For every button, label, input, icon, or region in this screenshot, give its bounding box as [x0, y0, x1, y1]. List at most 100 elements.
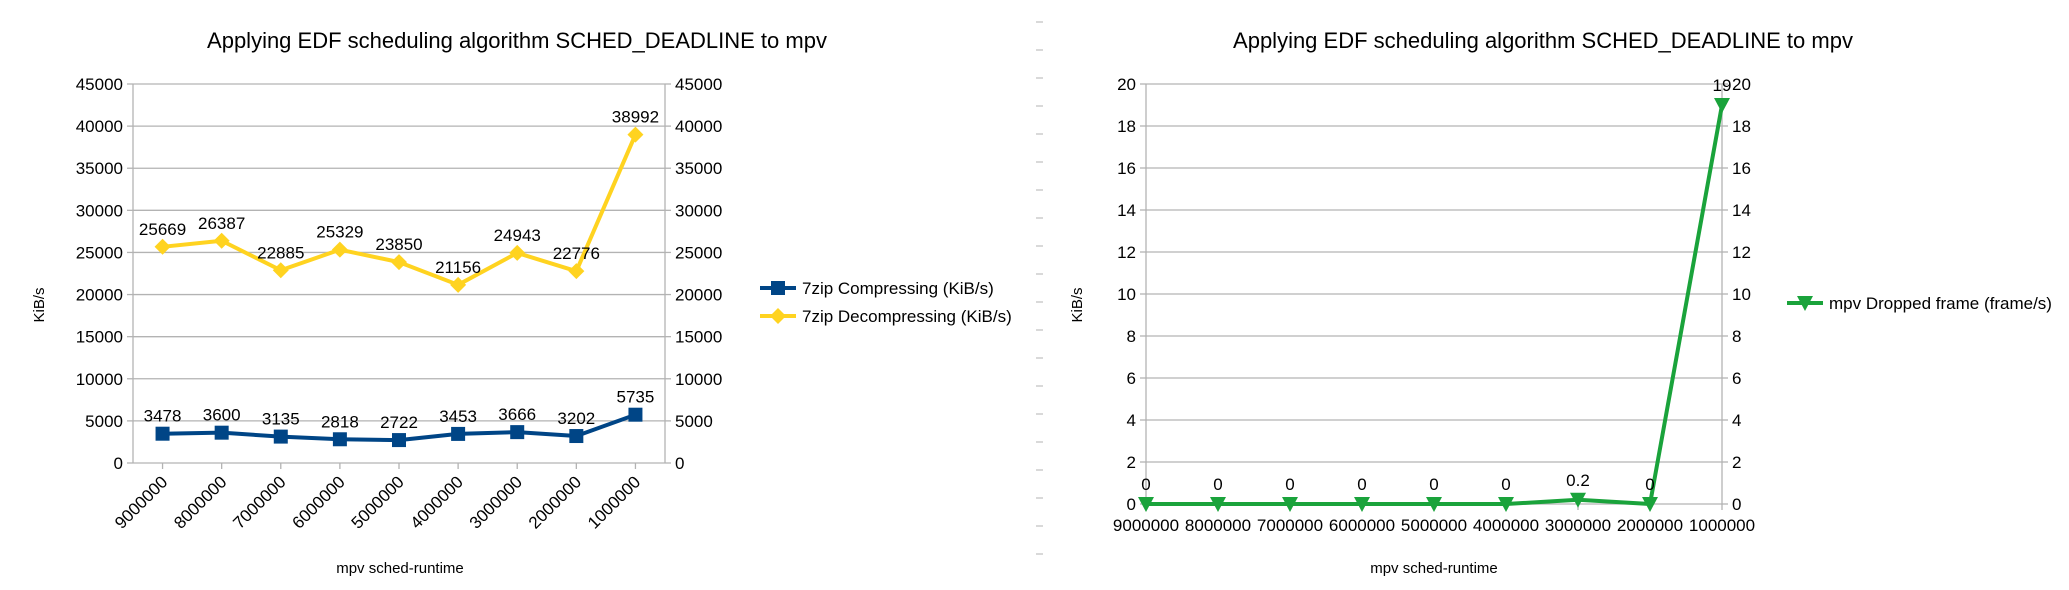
data-label: 21156: [435, 258, 481, 277]
data-point: [510, 425, 525, 440]
data-label: 0: [1357, 475, 1366, 494]
data-label: 0: [1141, 475, 1150, 494]
x-tick-label: 2000000: [525, 472, 585, 532]
x-tick-label: 9000000: [111, 472, 171, 532]
y-tick-label: 2: [1127, 453, 1136, 472]
chart-compress-decompress: Applying EDF scheduling algorithm SCHED_…: [31, 28, 1012, 577]
y2-tick-label: 30000: [675, 201, 722, 220]
x-tick-label: 4000000: [407, 472, 467, 532]
y2-tick-label: 10: [1732, 285, 1751, 304]
x-tick-label: 5000000: [1401, 516, 1467, 535]
x-tick-label: 8000000: [1185, 516, 1251, 535]
data-point: [1498, 497, 1514, 512]
data-label: 25669: [139, 220, 186, 239]
x-tick-label: 3000000: [1545, 516, 1611, 535]
data-label: 23850: [375, 235, 422, 254]
data-point: [1642, 497, 1658, 512]
chart2-legend: mpv Dropped frame (frame/s): [1787, 294, 2052, 313]
data-label: 5735: [617, 388, 655, 407]
data-label: 0.2: [1566, 471, 1590, 490]
y2-tick-label: 2: [1732, 453, 1741, 472]
x-tick-label: 1000000: [1689, 516, 1755, 535]
legend-label: 7zip Decompressing (KiB/s): [802, 307, 1012, 326]
data-point: [1138, 497, 1154, 512]
data-point: [627, 126, 644, 143]
y2-tick-label: 0: [675, 454, 684, 473]
y-tick-label: 5000: [85, 412, 123, 431]
data-point: [1570, 492, 1586, 508]
y2-tick-label: 5000: [675, 412, 713, 431]
chart2-y-axis-title: KiB/s: [1069, 287, 1086, 322]
data-label: 2722: [380, 413, 418, 432]
data-point: [213, 232, 230, 249]
y-tick-label: 20000: [76, 286, 123, 305]
y2-tick-label: 40000: [675, 117, 722, 136]
y-tick-label: 0: [114, 454, 123, 473]
y2-tick-label: 45000: [675, 75, 722, 94]
y-tick-label: 35000: [76, 159, 123, 178]
data-point: [273, 429, 288, 444]
y2-tick-label: 12: [1732, 243, 1751, 262]
data-label: 22885: [257, 243, 304, 262]
y2-tick-label: 0: [1732, 495, 1741, 514]
data-point: [155, 426, 170, 441]
y-tick-label: 10: [1117, 285, 1136, 304]
data-point: [154, 238, 171, 255]
x-tick-label: 7000000: [229, 472, 289, 532]
data-point: [1354, 497, 1370, 512]
data-label: 3135: [262, 410, 300, 429]
data-label: 0: [1501, 475, 1510, 494]
data-label: 38992: [612, 108, 659, 127]
y-tick-label: 40000: [76, 117, 123, 136]
y-tick-label: 10000: [76, 370, 123, 389]
data-label: 0: [1645, 475, 1654, 494]
y2-tick-label: 20000: [675, 286, 722, 305]
data-label: 0: [1213, 475, 1222, 494]
data-point: [1426, 497, 1442, 512]
x-tick-label: 7000000: [1257, 516, 1323, 535]
chart2-title: Applying EDF scheduling algorithm SCHED_…: [1233, 28, 1853, 53]
data-point: [509, 244, 526, 261]
x-tick-label: 8000000: [170, 472, 230, 532]
chart1-x-axis-title: mpv sched-runtime: [336, 560, 464, 577]
chart2-series: 0 0 0 0 0 0 0.2 0 19: [1138, 76, 1731, 512]
legend-label: mpv Dropped frame (frame/s): [1829, 294, 2052, 313]
data-label: 3600: [203, 406, 241, 425]
chart2-gridlines: [1146, 83, 1722, 505]
y2-tick-label: 18: [1732, 117, 1751, 136]
data-point: [331, 241, 348, 258]
legend-swatch-marker: [771, 281, 785, 295]
y2-tick-label: 16: [1732, 159, 1751, 178]
y-tick-label: 18: [1117, 117, 1136, 136]
data-point: [392, 433, 406, 448]
data-point: [1714, 98, 1730, 113]
legend-swatch-marker: [1797, 296, 1813, 311]
data-point: [568, 263, 585, 280]
y-tick-label: 30000: [76, 201, 123, 220]
y2-tick-label: 20: [1732, 75, 1751, 94]
data-point: [1210, 497, 1226, 512]
y2-tick-label: 14: [1732, 201, 1751, 220]
data-label: 3666: [498, 405, 536, 424]
data-label: 3453: [439, 407, 477, 426]
data-label: 2818: [321, 412, 359, 431]
data-point: [450, 276, 467, 293]
y-tick-label: 12: [1117, 243, 1136, 262]
y-tick-label: 25000: [76, 243, 123, 262]
legend-label: 7zip Compressing (KiB/s): [802, 279, 994, 298]
x-tick-label: 6000000: [1329, 516, 1395, 535]
chart1-title: Applying EDF scheduling algorithm SCHED_…: [207, 28, 827, 53]
y2-tick-label: 6: [1732, 369, 1741, 388]
data-label: 3478: [144, 407, 182, 426]
chart1-axes: 0 0 5000 5000 10000 10000 15000 15000 20000 20000…: [76, 75, 723, 533]
y-tick-label: 16: [1117, 159, 1136, 178]
data-point: [628, 407, 643, 422]
series-line: [1146, 104, 1724, 506]
x-tick-label: 2000000: [1617, 516, 1683, 535]
y-tick-label: 4: [1127, 411, 1136, 430]
data-label: 22776: [553, 244, 600, 263]
y2-tick-label: 25000: [675, 243, 722, 262]
data-point: [214, 425, 229, 440]
